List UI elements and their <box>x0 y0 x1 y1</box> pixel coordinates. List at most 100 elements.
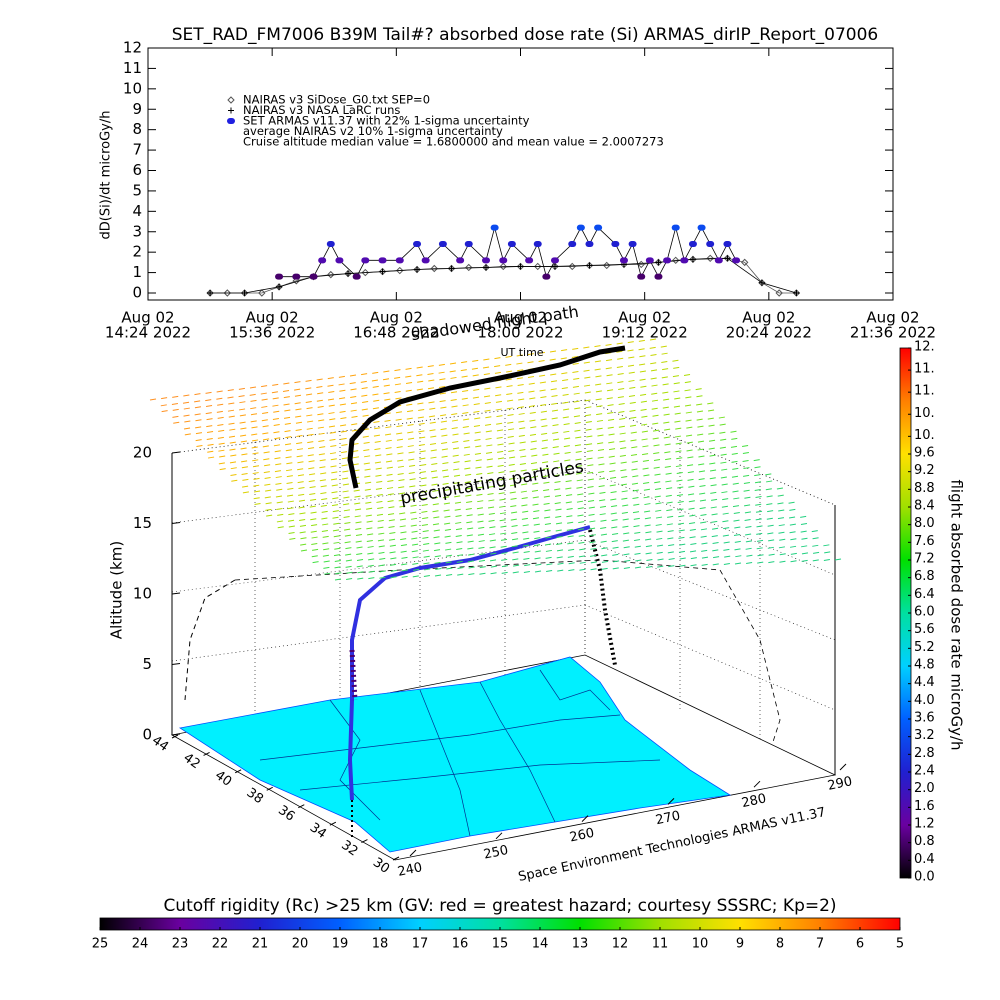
particle-dash <box>556 556 563 559</box>
particle-dash <box>477 500 484 503</box>
particle-dash <box>609 476 617 479</box>
particle-dash <box>372 371 379 374</box>
particle-dash <box>354 495 361 498</box>
particle-dash <box>172 408 179 411</box>
particle-dash <box>488 512 495 515</box>
particle-dash <box>300 543 307 546</box>
particle-dash <box>520 455 527 458</box>
particle-dash <box>501 571 508 574</box>
particle-dash <box>160 404 167 407</box>
particle-dash <box>356 546 363 549</box>
particle-dash <box>262 411 269 414</box>
particle-dash <box>566 515 573 518</box>
particle-dash <box>242 485 249 488</box>
particle-dash <box>709 477 716 480</box>
particle-dash <box>183 394 190 397</box>
particle-dash <box>487 485 494 488</box>
particle-dash <box>767 510 774 513</box>
particle-dash <box>508 456 516 459</box>
particle-dash <box>789 508 796 511</box>
particle-dash <box>608 455 615 458</box>
particle-dash <box>732 490 739 493</box>
particle-dash <box>294 388 301 391</box>
particle-dash <box>627 341 634 344</box>
particle-dash <box>742 452 749 455</box>
particle-dash <box>575 450 582 453</box>
x-tick-label: 18:00 2022 <box>477 324 563 342</box>
particle-dash <box>538 359 545 362</box>
particle-dash <box>574 422 581 425</box>
particle-dash <box>217 436 224 439</box>
particle-dash <box>690 564 697 567</box>
particle-dash <box>454 508 461 511</box>
lat-tick-label: 36 <box>275 803 297 825</box>
particle-dash <box>688 522 696 525</box>
particle-dash <box>609 484 616 487</box>
colorbar-tick-label: 25 <box>92 937 109 952</box>
particle-dash <box>490 572 497 575</box>
legend-label: NAIRAS v3 NASA LaRC runs <box>243 103 400 117</box>
particle-dash <box>400 538 407 541</box>
particle-dash <box>730 430 737 433</box>
particle-dash <box>379 557 386 560</box>
particle-dash <box>507 428 515 431</box>
particle-dash <box>583 369 590 372</box>
particle-dash <box>556 542 563 545</box>
particle-dash <box>710 484 717 487</box>
particle-dash <box>444 515 451 518</box>
particle-dash <box>320 492 327 495</box>
particle-dash <box>708 439 716 442</box>
particle-dash <box>241 453 248 456</box>
particle-dash <box>443 489 450 492</box>
particle-dash <box>668 565 675 568</box>
particle-dash <box>531 468 538 471</box>
point <box>456 257 465 264</box>
particle-dash <box>249 393 256 396</box>
particle-dash <box>218 449 225 452</box>
particle-dash <box>217 423 224 426</box>
particle-dash <box>329 418 336 421</box>
particle-dash <box>788 501 795 504</box>
particle-dash <box>419 450 426 453</box>
particle-dash <box>343 503 350 506</box>
lat-tick <box>361 839 368 844</box>
particle-dash <box>354 515 361 518</box>
particle-dash <box>272 383 279 386</box>
particle-dash <box>251 446 258 449</box>
particle-dash <box>172 415 179 418</box>
particle-dash <box>587 478 594 481</box>
particle-dash <box>419 471 426 474</box>
particle-dash <box>368 570 375 573</box>
particle-dash <box>475 480 483 483</box>
particle-dash <box>551 402 558 405</box>
particle-dash <box>696 395 703 398</box>
colorbar-tick-label: 2.0 <box>914 781 935 796</box>
particle-dash <box>554 480 561 483</box>
particle-dash <box>630 453 638 456</box>
particle-dash <box>439 378 446 381</box>
particle-dash <box>630 431 637 434</box>
particle-dash <box>356 565 363 568</box>
particle-dash <box>316 399 323 402</box>
particle-dash <box>266 514 273 517</box>
particle-dash <box>564 459 571 462</box>
particle-dash <box>564 437 571 440</box>
x-tick-label: 20:24 2022 <box>726 324 812 342</box>
particle-dash <box>389 544 396 547</box>
colorbar-tick-label: 2.8 <box>914 746 935 761</box>
particle-dash <box>355 521 362 524</box>
particle-dash <box>320 504 327 507</box>
particle-dash <box>564 473 571 476</box>
particle-dash <box>573 415 581 418</box>
particle-dash <box>261 385 268 388</box>
particle-dash <box>779 538 786 541</box>
particle-dash <box>276 488 283 491</box>
lat-tick <box>392 856 400 861</box>
lat-tick-label: 44 <box>149 733 171 755</box>
y-tick-label: 2 <box>132 243 142 261</box>
particle-dash <box>323 566 330 569</box>
particle-dash <box>743 474 750 477</box>
particle-dash <box>523 570 530 573</box>
particle-dash <box>374 427 381 430</box>
particle-dash <box>252 459 259 462</box>
